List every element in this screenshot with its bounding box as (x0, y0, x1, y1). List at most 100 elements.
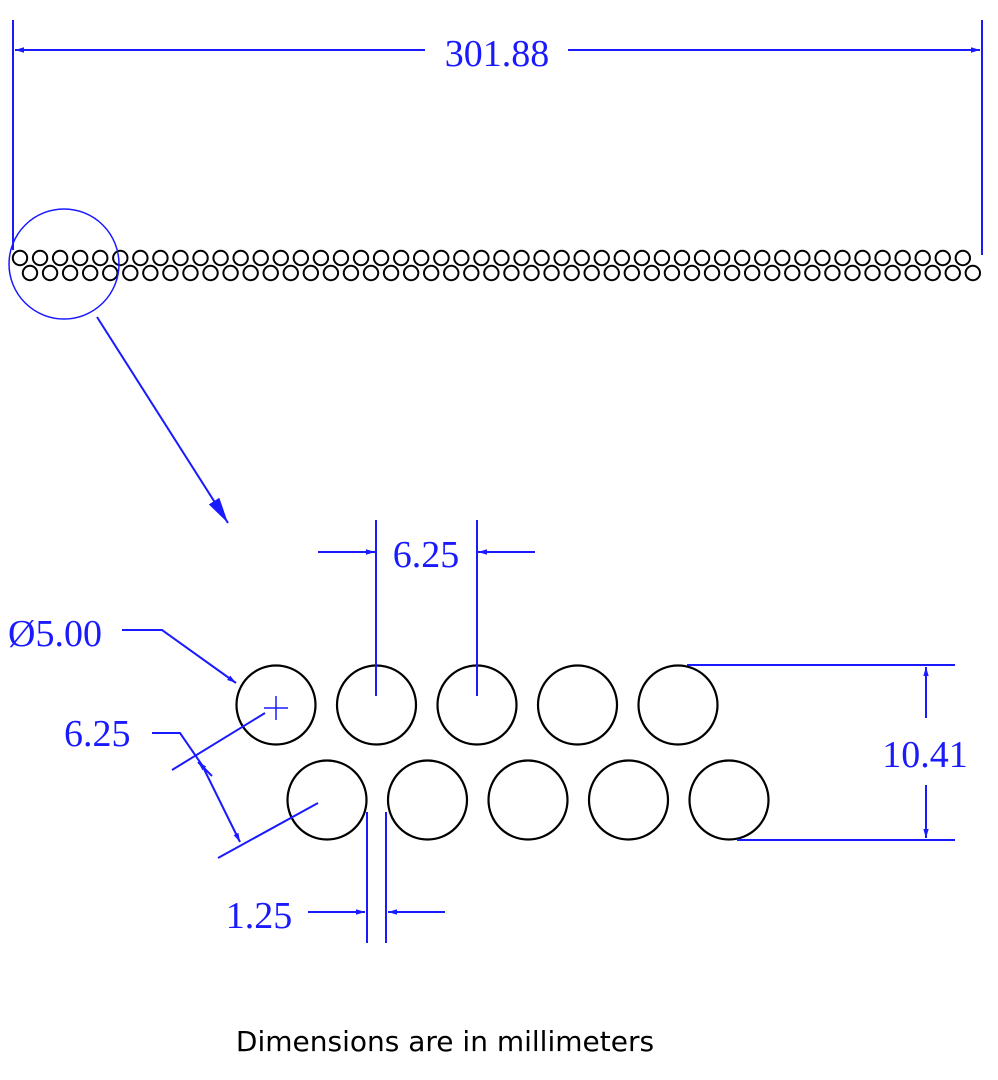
overview-circle (593, 249, 610, 267)
overview-circle (653, 249, 671, 267)
overview-circle (362, 264, 380, 282)
overview-circle (433, 249, 450, 267)
gap-dimension (308, 812, 445, 943)
horizontal-pitch-label: 6.25 (393, 534, 460, 576)
detail-circle (386, 759, 469, 841)
overview-circle (92, 249, 109, 267)
overview-circle (342, 264, 360, 282)
overview-circle (553, 249, 570, 267)
overview-circle (322, 264, 340, 282)
overview-circle (643, 264, 661, 282)
overview-circle (774, 249, 791, 267)
overview-circle (302, 264, 320, 282)
overview-circle (954, 249, 972, 267)
overview-circle (232, 249, 249, 267)
diagonal-pitch-label: 6.25 (64, 713, 131, 755)
overview-circle (332, 249, 350, 267)
row-height-label: 10.41 (882, 734, 968, 776)
overview-circle (21, 264, 39, 282)
center-mark (264, 696, 288, 720)
detail-circle (235, 664, 317, 746)
gap-label: 1.25 (226, 895, 293, 937)
overview-circle (11, 249, 29, 267)
overview-circle (743, 264, 761, 282)
overview-circle (503, 264, 520, 282)
detail-callout-circle (8, 208, 120, 320)
overview-circle (272, 249, 289, 267)
overview-circle (934, 249, 951, 267)
overview-circle (864, 264, 881, 282)
overview-circle (292, 249, 310, 267)
overview-circle (523, 264, 540, 282)
overview-circle (182, 264, 199, 282)
overview-circle (764, 264, 781, 282)
detail-callout-arrow (96, 316, 229, 524)
overview-circle (804, 264, 821, 282)
overview-circle (382, 264, 400, 282)
overview-circle (172, 249, 189, 267)
overview-circle (102, 264, 119, 282)
overview-circle (543, 264, 560, 282)
overview-circle (493, 249, 510, 267)
overview-circle (874, 249, 891, 267)
overview-circle (894, 249, 911, 267)
detail-circle (688, 759, 770, 841)
diameter-leader (122, 629, 237, 684)
overview-circle (914, 249, 931, 267)
detail-circle (487, 759, 569, 841)
overview-circle (754, 249, 771, 267)
horizontal-pitch-dimension (318, 520, 535, 696)
overview-circle (392, 249, 410, 267)
overview-circle (703, 264, 721, 282)
overview-circle (944, 264, 961, 282)
diameter-label: Ø5.00 (8, 613, 102, 655)
overview-circle (854, 249, 871, 267)
detail-circle (587, 759, 670, 841)
overview-circle (623, 264, 640, 282)
overview-circle (122, 264, 139, 282)
overview-circle (81, 264, 99, 282)
overview-circle (533, 249, 550, 267)
overview-circle (242, 264, 259, 282)
overview-circle (443, 264, 460, 282)
overview-circle (41, 264, 59, 282)
overview-circle (463, 264, 480, 282)
overview-circle (613, 249, 630, 267)
diagonal-pitch-dimension (152, 712, 319, 859)
overview-circle (964, 264, 982, 282)
overview-circle (31, 249, 49, 267)
overview-circle (372, 249, 390, 267)
overview-circle (282, 264, 299, 282)
overview-circle (633, 249, 651, 267)
overall-length-dimension (12, 20, 983, 255)
detail-circle-rows (235, 664, 770, 841)
overview-circle (733, 249, 751, 267)
overview-circle (202, 264, 219, 282)
overview-circle (784, 264, 801, 282)
detail-circle (637, 664, 719, 746)
overview-circle (583, 264, 600, 282)
overview-circle (573, 249, 590, 267)
overview-circle (683, 264, 701, 282)
overview-circle (513, 249, 530, 267)
overview-circle (563, 264, 580, 282)
overview-circle (61, 264, 79, 282)
overview-circle (794, 249, 811, 267)
overview-circle (142, 264, 159, 282)
row-height-dimension (687, 664, 955, 841)
units-caption: Dimensions are in millimeters (235, 1025, 655, 1058)
overview-circle (312, 249, 330, 267)
overview-circle (483, 264, 500, 282)
overview-circle (162, 264, 179, 282)
overview-circle (132, 249, 149, 267)
overview-circle (693, 249, 711, 267)
overview-circle (222, 264, 239, 282)
overview-circle (673, 249, 691, 267)
diagonal-leader (152, 732, 203, 766)
overview-circle (413, 249, 430, 267)
overview-circle (814, 249, 831, 267)
overview-circle (252, 249, 269, 267)
extension-line (171, 712, 266, 771)
overview-circle (663, 264, 681, 282)
